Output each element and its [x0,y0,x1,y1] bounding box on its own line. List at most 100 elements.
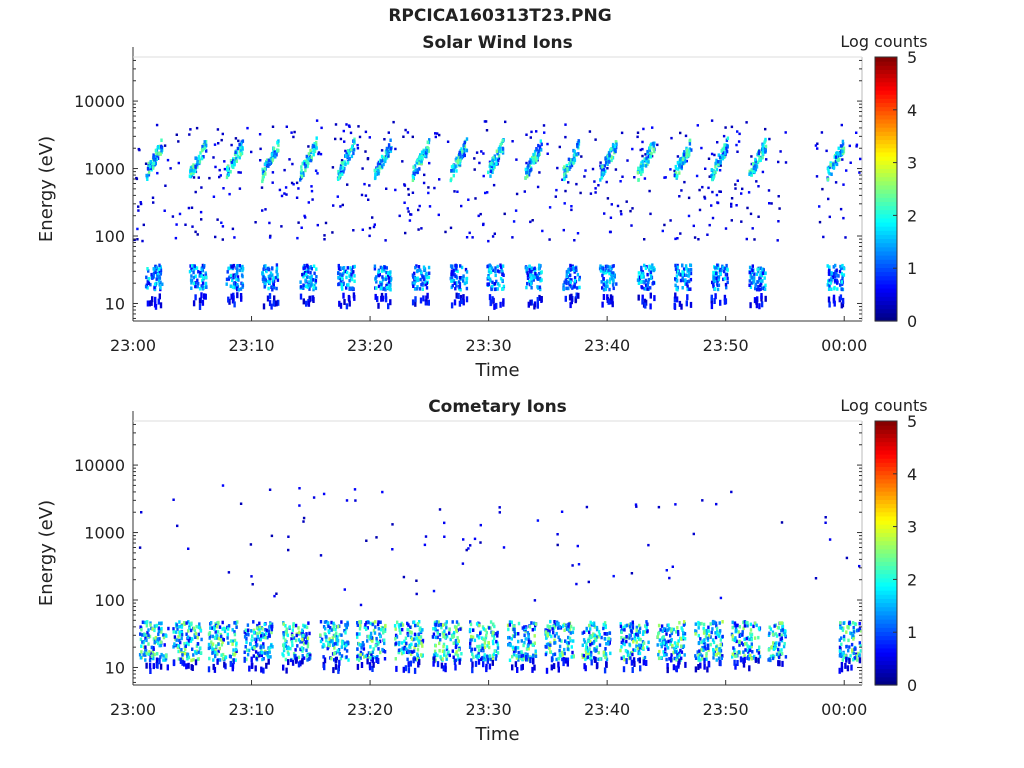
spectrogram-cell [376,642,380,646]
spectrogram-cell [495,632,498,636]
spectrogram-cell [271,278,275,282]
spectrogram-cell [390,277,393,281]
spectrogram-cell [709,622,712,626]
spectrogram-cell [595,627,599,632]
spectrogram-cell [417,661,420,668]
spectrogram-cell [499,149,502,154]
spectrogram-cell [416,657,419,661]
spectrogram-cell [717,283,721,287]
colorbar-segment [875,73,897,79]
spectrogram-cell [146,630,149,635]
spectrogram-cell [249,642,252,646]
spectrogram-cell [246,652,250,657]
spectrogram-cell [536,519,540,522]
spectrogram-cell [572,266,575,271]
spectrogram-cell [486,191,489,194]
spectrogram-cell [229,284,232,288]
spectrogram-cell [637,635,640,640]
spectrogram-cell [375,536,378,539]
spectrogram-cell [559,654,562,658]
spectrogram-cell [230,163,234,168]
spectrogram-cell [383,650,387,654]
spectrogram-cell [660,644,663,649]
spectrogram-cell [152,637,156,641]
spectrogram-cell [417,656,420,661]
spectrogram-cell [454,274,457,278]
spectrogram-cell [241,283,245,288]
spectrogram-cell [619,624,623,629]
spectrogram-cell [299,660,302,667]
spectrogram-cell [527,634,530,639]
spectrogram-cell [628,636,631,640]
spectrogram-cell [496,634,499,638]
spectrogram-cell [592,623,596,627]
spectrogram-cell [829,165,832,169]
colorbar-segment [875,147,897,153]
spectrogram-cell [530,157,534,161]
spectrogram-cell [717,651,720,655]
spectrogram-cell [840,123,843,127]
spectrogram-cell [385,187,388,190]
spectrogram-cell [338,274,342,279]
spectrogram-cell [631,626,635,630]
spectrogram-cell [680,644,683,648]
spectrogram-cell [285,628,288,632]
spectrogram-cell [673,656,676,661]
spectrogram-cell [609,298,612,305]
spectrogram-cell [218,625,222,629]
colorbar-segment [875,263,897,268]
spectrogram-cell [532,653,535,658]
spectrogram-cell [482,648,485,653]
spectrogram-cell [155,657,159,664]
spectrogram-cell [303,273,306,277]
spectrogram-cell [211,634,215,639]
spectrogram-cell [200,268,203,272]
spectrogram-cell [263,167,267,171]
spectrogram-cell [650,267,654,272]
spectrogram-cell [190,658,193,663]
spectrogram-cell [192,166,195,170]
spectrogram-cell [436,635,439,640]
spectrogram-cell [246,648,249,652]
spectrogram-cell [346,183,349,186]
spectrogram-cell [657,632,660,636]
spectrogram-cell [779,150,782,153]
spectrogram-cell [152,646,155,650]
spectrogram-cell [689,263,692,267]
spectrogram-cell [288,625,291,629]
spectrogram-cell [159,271,162,276]
spectrogram-cell [649,292,652,299]
spectrogram-cell [558,638,561,642]
spectrogram-cell [305,654,309,658]
spectrogram-cell [280,194,284,198]
spectrogram-cell [526,165,530,170]
spectrogram-cell [302,171,305,175]
spectrogram-cell [836,280,839,284]
spectrogram-cell [348,157,351,161]
spectrogram-cell [360,193,364,197]
spectrogram-cell [336,642,339,646]
spectrogram-cell [611,271,615,275]
spectrogram-cell [344,149,347,153]
spectrogram-cell [712,176,715,180]
spectrogram-cell [323,238,326,241]
spectrogram-cell [361,641,365,645]
spectrogram-cell [233,621,236,625]
spectrogram-cell [386,150,389,155]
spectrogram-cell [443,521,446,525]
spectrogram-cell [300,168,303,173]
spectrogram-cell [531,274,534,278]
spectrogram-cell [196,284,199,289]
spectrogram-cell [308,657,311,661]
spectrogram-cell [835,162,839,167]
spectrogram-cell [648,189,651,193]
spectrogram-cell [644,624,647,628]
spectrogram-cell [594,138,597,141]
spectrogram-cell [455,644,458,648]
spectrogram-cell [537,271,541,276]
spectrogram-cell [374,172,377,176]
spectrogram-cell [556,166,559,170]
spectrogram-cell [364,623,367,627]
spectrogram-cell [577,292,580,299]
spectrogram-cell [158,263,161,268]
